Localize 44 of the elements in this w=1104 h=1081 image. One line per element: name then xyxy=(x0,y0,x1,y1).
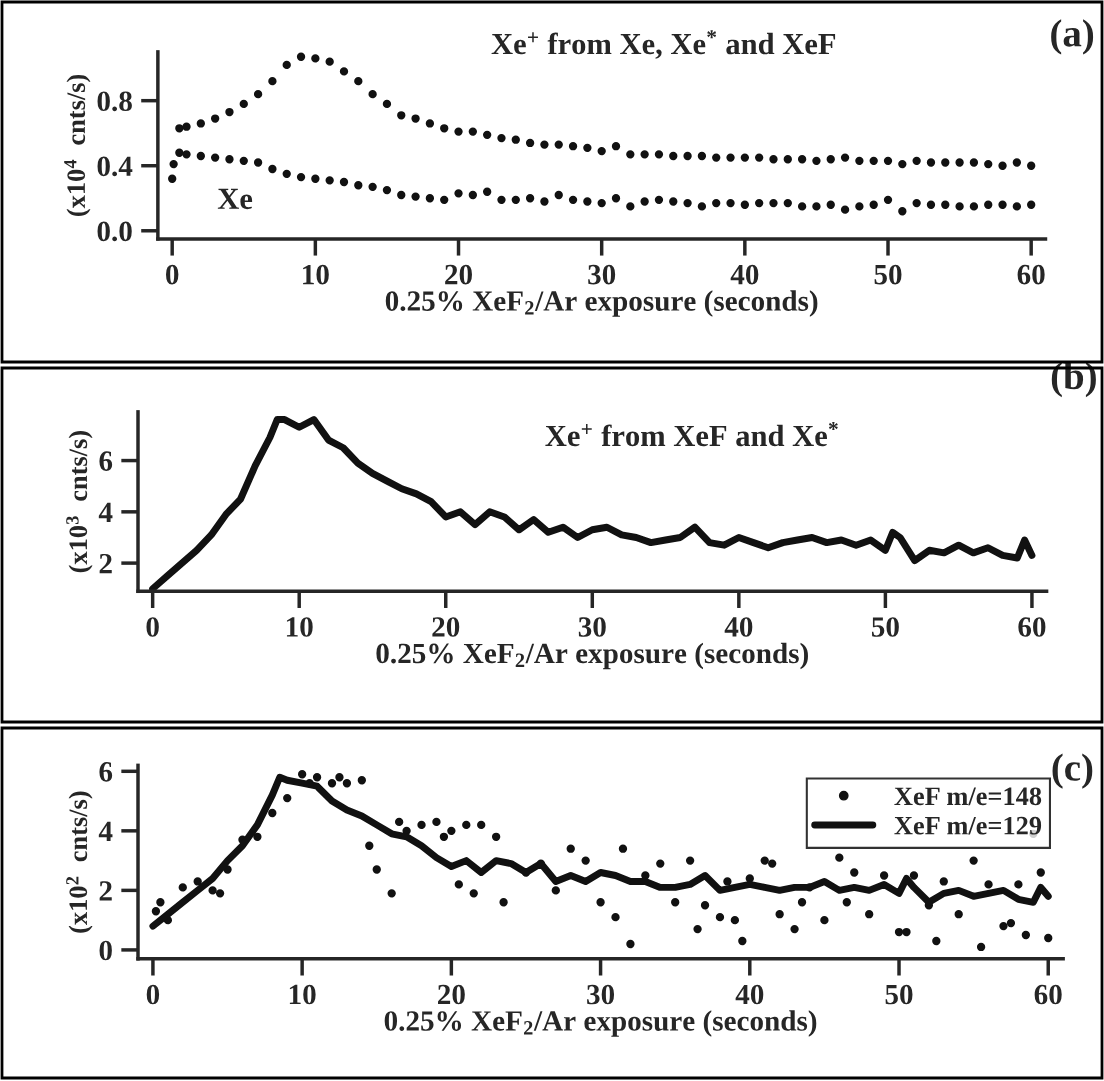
x-tick-label: 0 xyxy=(146,984,160,1005)
x-tick-label: 60 xyxy=(1034,984,1062,1005)
x-axis-title: 0.25% XeF$_{2}$/Ar exposure (seconds) xyxy=(376,642,808,670)
y-tick-label: 6 xyxy=(99,762,113,782)
text: (a) xyxy=(1051,19,1094,55)
x-tick-label: 10 xyxy=(286,617,313,637)
text: Xe$^{+}$ from XeF and Xe$^{*}$ xyxy=(545,421,838,447)
legend-label: XeF m/e=148 xyxy=(894,787,1042,806)
x-tick-label: 20 xyxy=(438,984,465,1005)
y-tick-label: 4 xyxy=(98,821,113,841)
x-tick-label: 60 xyxy=(1017,264,1045,285)
text: Xe$^{+}$ from Xe, Xe$^{*}$ and XeF xyxy=(491,30,836,59)
legend-label: XeF m/e=129 xyxy=(894,816,1042,835)
y-tick-label: 0.0 xyxy=(97,221,132,242)
x-tick-label: 0 xyxy=(166,264,179,285)
x-tick-label: 40 xyxy=(735,984,764,1005)
y-tick-label: 2 xyxy=(99,881,112,901)
x-tick-label: 20 xyxy=(445,264,472,285)
y-axis-title: (x10$^{4}$ cnts/s) xyxy=(64,74,91,217)
x-tick-label: 30 xyxy=(587,984,615,1005)
x-tick-label: 10 xyxy=(289,984,316,1005)
x-tick-label: 50 xyxy=(885,984,913,1005)
y-tick-label: 0.8 xyxy=(97,91,132,112)
x-tick-label: 40 xyxy=(730,264,759,285)
x-tick-label: 30 xyxy=(578,617,606,637)
x-tick-label: 20 xyxy=(432,617,460,637)
x-tick-label: 60 xyxy=(1018,617,1046,637)
x-axis-title: 0.25% XeF$_{2}$/Ar exposure (seconds) xyxy=(384,1010,817,1037)
x-tick-label: 30 xyxy=(588,264,616,285)
x-tick-label: 50 xyxy=(871,617,899,637)
x-tick-label: 10 xyxy=(303,264,329,285)
y-tick-label: 4 xyxy=(98,502,113,522)
x-tick-label: 40 xyxy=(724,617,753,637)
y-axis-title: (x10$^{2}$ cnts/s) xyxy=(66,791,93,933)
y-tick-label: 0.4 xyxy=(97,156,133,177)
y-tick-label: 6 xyxy=(99,451,113,471)
y-tick-label: 2 xyxy=(99,553,112,574)
annotation: (c) xyxy=(1052,753,1093,789)
x-tick-label: 0 xyxy=(146,617,159,637)
series-label: Xe xyxy=(217,188,253,210)
y-axis-title: (x10$^{3}$ cnts/s) xyxy=(66,431,93,573)
x-tick-label: 50 xyxy=(874,264,902,285)
x-axis-title: 0.25% XeF$_{2}$/Ar exposure (seconds) xyxy=(385,290,818,317)
y-tick-label: 0 xyxy=(99,940,112,961)
